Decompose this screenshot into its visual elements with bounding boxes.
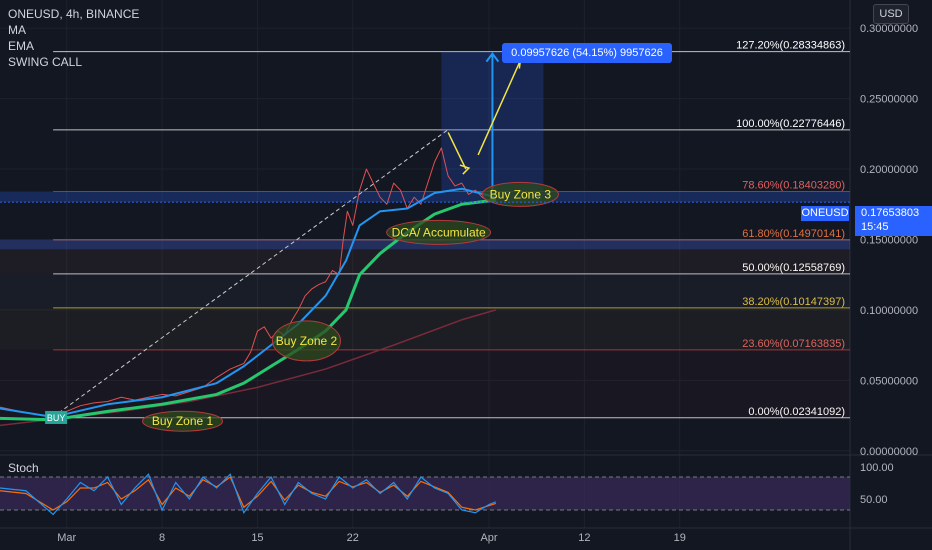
fib-label-3: 61.80%(0.14970141) xyxy=(742,228,845,240)
currency-button[interactable]: USD xyxy=(873,4,909,24)
chart-legend: ONEUSD, 4h, BINANCE MA EMA SWING CALL xyxy=(8,6,139,70)
annotation-text-1: Buy Zone 2 xyxy=(276,334,338,348)
x-tick-label-5: 12 xyxy=(578,532,590,544)
fib-levels: 127.20%(0.28334863) 100.00%(0.22776446) 78… xyxy=(53,40,850,419)
annotation-ellipse-1 xyxy=(271,320,341,362)
trend-dashed-line xyxy=(52,129,449,418)
fib-label-1: 100.00%(0.22776446) xyxy=(736,118,845,130)
zone-rects xyxy=(0,51,850,418)
buy-marker-text: BUY xyxy=(47,413,66,423)
y-tick-label-6: 0.00000000 xyxy=(860,446,918,458)
annotation-text-0: Buy Zone 1 xyxy=(152,414,214,428)
stoch-d-line xyxy=(0,476,497,511)
annotation-ellipse-3 xyxy=(481,181,559,207)
y-tick-label-5: 0.05000000 xyxy=(860,375,918,387)
fib-label-7: 0.00%(0.02341092) xyxy=(748,406,845,418)
fib-band-50 xyxy=(0,273,850,308)
time-axis[interactable]: Mar 8 15 22 Apr 12 19 xyxy=(57,532,686,544)
indicator-ema[interactable]: EMA xyxy=(8,39,35,53)
y-tick-label-0: 0.30000000 xyxy=(860,23,918,35)
swing-arrow-1-head xyxy=(459,164,471,175)
annotation-text-2: DCA/ Accumulate xyxy=(392,225,486,239)
long-ma-line xyxy=(0,309,497,427)
x-tick-label-1: 8 xyxy=(159,532,165,544)
x-tick-label-3: 22 xyxy=(347,532,359,544)
price-line xyxy=(0,147,496,418)
fib-label-6: 23.60%(0.07163835) xyxy=(742,338,845,350)
y-tick-label-4: 0.10000000 xyxy=(860,305,918,317)
price-axis[interactable]: 0.30000000 0.25000000 0.20000000 0.15000000… xyxy=(860,23,918,458)
x-tick-label-6: 19 xyxy=(674,532,686,544)
annotation-text-3: Buy Zone 3 xyxy=(490,187,552,201)
fib-band-618 xyxy=(0,239,850,274)
stoch-label[interactable]: Stoch xyxy=(8,461,39,475)
swing-arrow-1 xyxy=(447,132,467,170)
ema-line xyxy=(0,187,497,418)
y-tick-label-1: 0.25000000 xyxy=(860,94,918,106)
fib-label-5: 38.20%(0.10147397) xyxy=(742,296,845,308)
zone-band-upper xyxy=(0,191,850,203)
indicator-ma[interactable]: MA xyxy=(8,23,26,37)
indicator-swing-call[interactable]: SWING CALL xyxy=(8,55,83,69)
measure-label: 0.09957626 (54.15%) 9957626 xyxy=(502,43,672,63)
zone-band-lower xyxy=(0,239,850,250)
x-tick-label-2: 15 xyxy=(251,532,263,544)
fib-label-0: 127.20%(0.28334863) xyxy=(736,40,845,52)
annotation-ellipse-0 xyxy=(142,410,224,432)
stoch-k-line xyxy=(0,473,497,516)
annotations: Buy Zone 1 Buy Zone 2 DCA/ Accumulate Buy Z… xyxy=(0,59,850,432)
measure-arrow-head xyxy=(485,51,500,63)
countdown: 15:45 xyxy=(861,221,889,233)
symbol-title[interactable]: ONEUSD, 4h, BINANCE xyxy=(8,7,140,21)
fib-band-382 xyxy=(0,307,850,350)
swing-arrow-2 xyxy=(477,60,522,156)
y-tick-label-2: 0.20000000 xyxy=(860,164,918,176)
stoch-band xyxy=(0,477,850,510)
symbol-tag: ONEUSD xyxy=(801,206,849,221)
stoch-pane[interactable]: 100.00 50.00 xyxy=(0,462,894,516)
fib-label-4: 50.00%(0.12558769) xyxy=(742,262,845,274)
annotation-ellipse-2 xyxy=(386,219,492,245)
y-tick-label-3: 0.15000000 xyxy=(860,234,918,246)
last-price-value: 0.17653803 xyxy=(861,207,920,219)
stoch-tick-100: 100.00 xyxy=(860,462,894,474)
x-tick-label-0: Mar xyxy=(57,532,76,544)
buy-marker-box xyxy=(45,410,68,424)
x-tick-label-4: Apr xyxy=(480,532,497,544)
last-price-tag: 0.17653803 15:45 xyxy=(855,206,932,236)
fib-label-2: 78.60%(0.18403280) xyxy=(742,180,845,192)
stoch-tick-50: 50.00 xyxy=(860,494,888,506)
